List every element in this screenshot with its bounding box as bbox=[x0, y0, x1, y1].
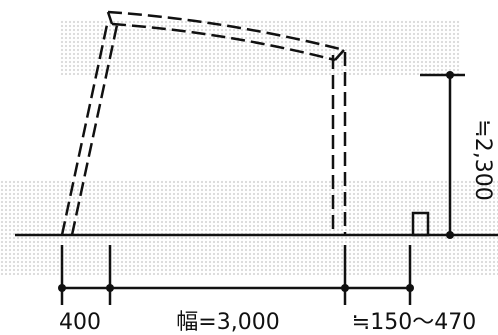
width-label: 幅=3,000 bbox=[176, 310, 279, 335]
width-dimension: 400 幅=3,000 ≒150～470 bbox=[58, 245, 476, 335]
structure bbox=[15, 10, 498, 237]
roof bbox=[106, 10, 345, 62]
height-label: ≒2,300 bbox=[470, 119, 495, 200]
right-post bbox=[331, 52, 347, 235]
watermark bbox=[0, 20, 498, 275]
left-post bbox=[60, 19, 119, 236]
curb-block bbox=[411, 211, 430, 237]
overhang-label: ≒150～470 bbox=[352, 310, 476, 335]
height-dimension: ≒2,300 bbox=[420, 71, 495, 239]
offset-label: 400 bbox=[59, 310, 101, 335]
